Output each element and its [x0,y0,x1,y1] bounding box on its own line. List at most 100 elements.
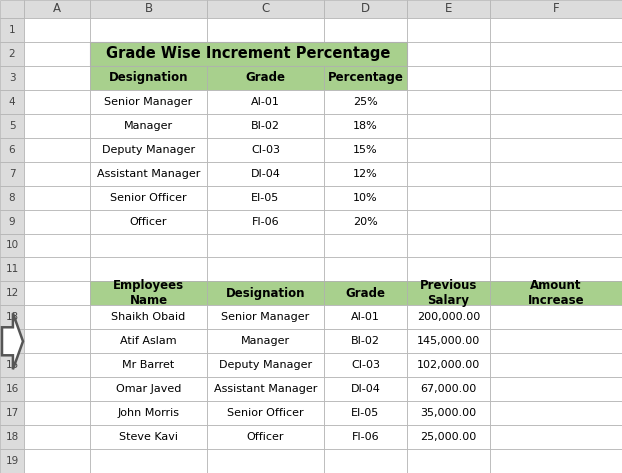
Bar [90,377,207,401]
Text: A: A [53,2,61,16]
Bar [90,281,207,306]
Bar [207,377,324,401]
Text: Percentage: Percentage [328,71,404,84]
Bar [90,401,207,425]
Text: Senior Officer: Senior Officer [110,193,187,202]
Bar [407,353,490,377]
Text: 19: 19 [6,456,19,466]
Text: 67,000.00: 67,000.00 [420,384,476,394]
Text: Assistant Manager: Assistant Manager [214,384,317,394]
Text: 35,000.00: 35,000.00 [420,408,476,418]
Bar [407,329,490,353]
Bar [24,353,90,377]
Bar [90,353,207,377]
Bar [324,281,407,306]
Bar [324,257,407,281]
Bar [90,449,207,473]
Bar [407,377,490,401]
Text: Officer: Officer [247,432,284,442]
Text: 10: 10 [6,240,19,251]
Bar [490,66,622,90]
Bar [324,306,407,329]
Bar [324,329,407,353]
Text: C: C [261,2,269,16]
Text: John Morris: John Morris [118,408,180,418]
Text: 7: 7 [9,169,16,179]
Bar [324,0,407,18]
Bar [324,377,407,401]
Text: FI-06: FI-06 [252,217,279,227]
Bar [207,281,324,306]
Text: Assistant Manager: Assistant Manager [97,169,200,179]
Bar [407,281,490,306]
Text: 1: 1 [9,25,16,35]
Polygon shape [2,313,23,369]
Bar [490,329,622,353]
Bar [207,281,324,306]
Bar [90,401,207,425]
Bar [407,425,490,449]
Bar [207,306,324,329]
Bar [0,138,24,162]
Bar [490,401,622,425]
Text: Employees
Name: Employees Name [113,280,184,307]
Bar [24,90,90,114]
Text: 13: 13 [6,312,19,322]
Bar [207,329,324,353]
Text: Senior Officer: Senior Officer [227,408,304,418]
Bar [324,401,407,425]
Bar [90,162,207,185]
Bar [490,425,622,449]
Bar [90,185,207,210]
Bar [407,210,490,234]
Text: 15%: 15% [353,145,378,155]
Bar [0,377,24,401]
Text: DI-04: DI-04 [351,384,381,394]
Bar [490,306,622,329]
Text: E: E [445,2,452,16]
Text: 145,000.00: 145,000.00 [417,336,480,346]
Bar [207,329,324,353]
Text: Steve Kavi: Steve Kavi [119,432,178,442]
Bar [490,138,622,162]
Bar [90,90,207,114]
Bar [490,353,622,377]
Text: 20%: 20% [353,217,378,227]
Bar [207,425,324,449]
Bar [407,353,490,377]
Bar [24,66,90,90]
Bar [24,281,90,306]
Bar [324,90,407,114]
Bar [490,210,622,234]
Bar [407,257,490,281]
Text: 8: 8 [9,193,16,202]
Bar [0,449,24,473]
Bar [90,329,207,353]
Text: 200,000.00: 200,000.00 [417,312,480,322]
Bar [324,162,407,185]
Bar [0,234,24,257]
Bar [0,185,24,210]
Bar [207,185,324,210]
Bar [207,449,324,473]
Text: Senior Manager: Senior Manager [221,312,310,322]
Bar [324,401,407,425]
Bar [490,185,622,210]
Text: AI-01: AI-01 [351,312,380,322]
Bar [207,162,324,185]
Text: Senior Manager: Senior Manager [104,97,193,107]
Bar [407,449,490,473]
Bar [207,138,324,162]
Text: 25,000.00: 25,000.00 [420,432,476,442]
Bar [490,353,622,377]
Bar [207,353,324,377]
Text: CI-03: CI-03 [351,360,380,370]
Bar [207,425,324,449]
Bar [0,329,24,353]
Bar [324,210,407,234]
Bar [24,306,90,329]
Bar [90,353,207,377]
Bar [407,401,490,425]
Bar [407,162,490,185]
Bar [207,377,324,401]
